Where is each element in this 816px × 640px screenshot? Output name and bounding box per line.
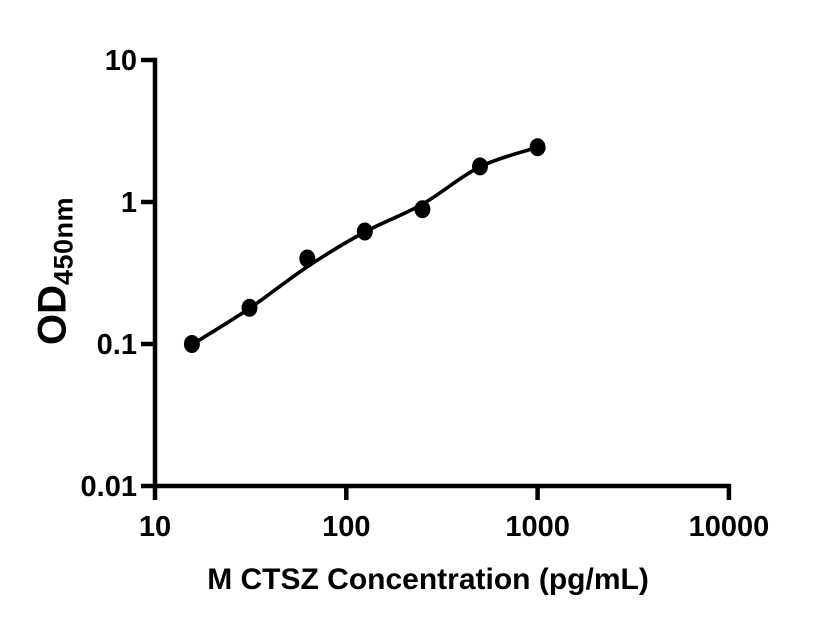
y-tick-label: 0.01 xyxy=(81,471,137,503)
x-axis-title: M CTSZ Concentration (pg/mL) xyxy=(207,563,649,596)
data-point-marker xyxy=(299,249,316,268)
data-point-marker xyxy=(183,335,200,353)
x-tick-label: 10 xyxy=(139,511,171,543)
x-tick-label: 10000 xyxy=(689,511,770,543)
data-point-marker xyxy=(241,298,258,317)
x-tick-label: 100 xyxy=(322,511,370,543)
y-tick-label: 10 xyxy=(105,45,137,77)
data-point-marker xyxy=(414,200,431,219)
y-tick-label: 1 xyxy=(121,187,137,219)
y-axis-title: OD450nm xyxy=(30,197,79,345)
data-point-marker xyxy=(472,157,488,176)
data-point-marker xyxy=(529,138,546,157)
data-point-marker xyxy=(356,222,373,241)
y-tick-label: 0.1 xyxy=(97,329,137,361)
y-axis-title-main: OD xyxy=(30,285,75,346)
y-axis-title-subscript: 450nm xyxy=(48,196,79,286)
fit-curve-line xyxy=(190,145,540,347)
x-tick-label: 1000 xyxy=(505,511,570,543)
